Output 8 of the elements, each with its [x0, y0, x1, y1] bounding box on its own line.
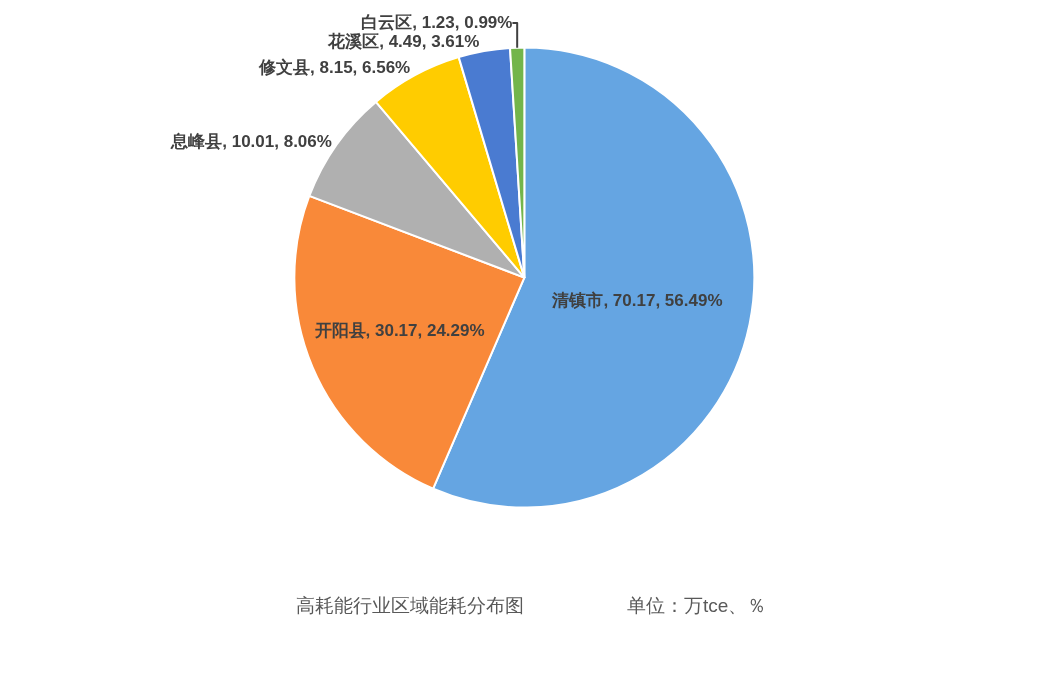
slice-label: 清镇市, 70.17, 56.49%	[551, 291, 723, 311]
slice-label: 花溪区, 4.49, 3.61%	[327, 32, 480, 52]
text: 高耗能行业区域能耗分布图	[296, 595, 524, 616]
slice-label: 白云区, 1.23, 0.99%	[361, 13, 513, 33]
slice-label: 修文县, 8.15, 6.56%	[258, 58, 411, 78]
slice-label: 息峰县, 10.01, 8.06%	[170, 132, 332, 151]
text: 单位：万tce、％	[627, 595, 767, 616]
slice-label: 开阳县, 30.17, 24.29%	[313, 321, 485, 341]
